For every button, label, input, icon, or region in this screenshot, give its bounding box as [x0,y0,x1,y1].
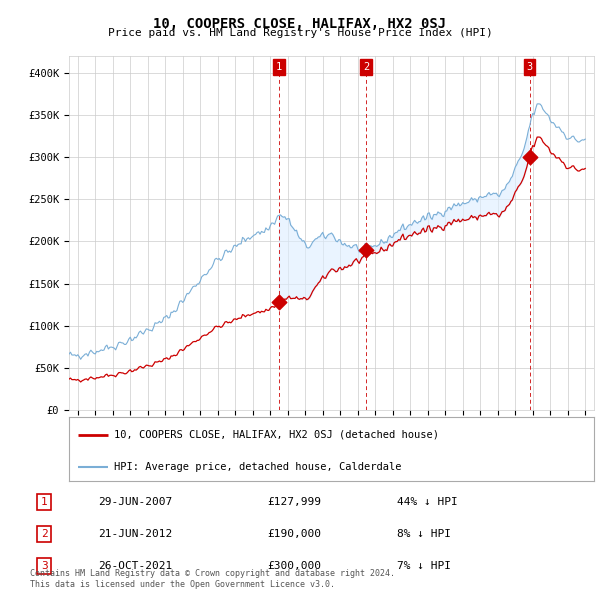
Point [525,152,535,162]
Text: 3: 3 [41,561,47,571]
Text: £127,999: £127,999 [267,497,321,507]
Text: £300,000: £300,000 [267,561,321,571]
Text: Contains HM Land Registry data © Crown copyright and database right 2024.
This d: Contains HM Land Registry data © Crown c… [30,569,395,589]
Text: 10, COOPERS CLOSE, HALIFAX, HX2 0SJ: 10, COOPERS CLOSE, HALIFAX, HX2 0SJ [154,17,446,31]
Text: 8% ↓ HPI: 8% ↓ HPI [397,529,451,539]
Text: 1: 1 [276,62,282,72]
Text: 3: 3 [526,62,533,72]
Text: Price paid vs. HM Land Registry's House Price Index (HPI): Price paid vs. HM Land Registry's House … [107,28,493,38]
Text: 29-JUN-2007: 29-JUN-2007 [98,497,172,507]
Point [361,245,371,255]
Text: 21-JUN-2012: 21-JUN-2012 [98,529,172,539]
Text: 44% ↓ HPI: 44% ↓ HPI [397,497,457,507]
Text: HPI: Average price, detached house, Calderdale: HPI: Average price, detached house, Cald… [113,462,401,472]
Text: 26-OCT-2021: 26-OCT-2021 [98,561,172,571]
Text: £190,000: £190,000 [267,529,321,539]
Text: 2: 2 [363,62,369,72]
Point [274,297,284,307]
Text: 1: 1 [41,497,47,507]
Text: 2: 2 [41,529,47,539]
Text: 7% ↓ HPI: 7% ↓ HPI [397,561,451,571]
Text: 10, COOPERS CLOSE, HALIFAX, HX2 0SJ (detached house): 10, COOPERS CLOSE, HALIFAX, HX2 0SJ (det… [113,430,439,440]
